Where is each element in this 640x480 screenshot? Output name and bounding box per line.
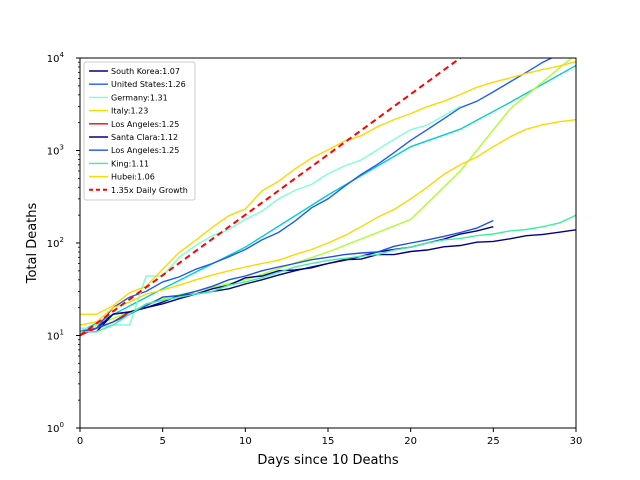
x-tick-label: 20: [404, 436, 417, 447]
series-line-9: [80, 58, 461, 337]
y-tick-label: 100: [47, 421, 64, 435]
legend-box: [83, 61, 196, 201]
series-line-7: [80, 214, 576, 333]
series-line-8: [80, 119, 576, 326]
x-tick-label: 25: [487, 436, 500, 447]
x-tick-label: 15: [322, 436, 335, 447]
y-tick-label: 104: [47, 51, 65, 65]
x-axis: 0 5 10 15 20 25 30: [77, 428, 583, 447]
series-layer: [80, 58, 576, 337]
legend-label: United States:1.26: [111, 80, 186, 89]
legend-label: Germany:1.31: [111, 93, 168, 102]
x-tick-label: 0: [77, 436, 83, 447]
series-line-1: [80, 58, 554, 333]
x-tick-label: 5: [159, 436, 165, 447]
legend-label: Hubei:1.06: [111, 173, 155, 182]
legend-label: Los Angeles:1.25: [111, 120, 179, 129]
legend-label: South Korea:1.07: [111, 67, 180, 76]
legend-label: Santa Clara:1.12: [111, 133, 178, 142]
x-tick-label: 30: [570, 436, 583, 447]
legend: South Korea:1.07 United States:1.26 German…: [83, 61, 196, 201]
series-line-6: [80, 219, 494, 333]
y-axis-label: Total Deaths: [25, 202, 40, 284]
y-tick-label: 102: [47, 236, 64, 250]
y-tick-label: 103: [47, 144, 64, 158]
legend-label: 1.35x Daily Growth: [111, 186, 188, 195]
legend-label: Italy:1.23: [111, 107, 148, 116]
x-tick-label: 10: [239, 436, 252, 447]
legend-label: King:1.11: [111, 159, 149, 168]
series-line-3: [80, 60, 576, 315]
x-axis-label: Days since 10 Deaths: [257, 453, 398, 468]
trend-line-0: [80, 64, 576, 333]
y-axis: 100 101 102 103 104: [47, 51, 80, 435]
legend-label: Los Angeles:1.25: [111, 146, 179, 155]
series-line-2: [80, 105, 461, 329]
y-tick-label: 101: [47, 329, 64, 343]
